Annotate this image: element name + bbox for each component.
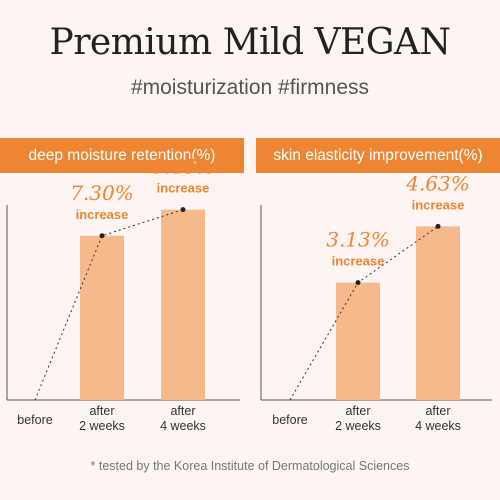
- page-title: Premium Mild VEGAN: [49, 22, 451, 63]
- bar: [161, 209, 205, 400]
- x-tick-label: after 2 weeks: [335, 404, 381, 433]
- increase-label: increase: [332, 254, 385, 269]
- x-tick-label: after 4 weeks: [160, 404, 206, 433]
- x-tick-label: after 2 weeks: [79, 404, 125, 433]
- hashtags: #moisturization #firmness: [130, 76, 370, 99]
- value-label: 3.13%: [326, 228, 390, 252]
- data-point: [180, 207, 186, 213]
- x-tick-label: before: [272, 413, 307, 427]
- bar: [336, 282, 380, 400]
- x-tick-label: before: [17, 413, 52, 427]
- value-label: 7.30%: [70, 181, 134, 205]
- increase-label: increase: [76, 207, 129, 222]
- data-point: [355, 280, 361, 286]
- data-point: [99, 233, 105, 239]
- bar: [416, 226, 460, 400]
- value-label: 4.63%: [405, 171, 470, 195]
- chart-title-elasticity: skin elasticity improvement(%): [256, 138, 500, 173]
- value-label: 8.46%: [151, 155, 215, 179]
- increase-label: increase: [412, 197, 465, 212]
- data-point: [435, 223, 441, 229]
- footnote: * tested by the Korea Institute of Derma…: [90, 459, 410, 473]
- chart-title-moisture: deep moisture retention(%): [0, 138, 244, 173]
- bar: [80, 235, 124, 400]
- increase-label: increase: [157, 181, 210, 196]
- x-tick-label: after 4 weeks: [415, 404, 461, 433]
